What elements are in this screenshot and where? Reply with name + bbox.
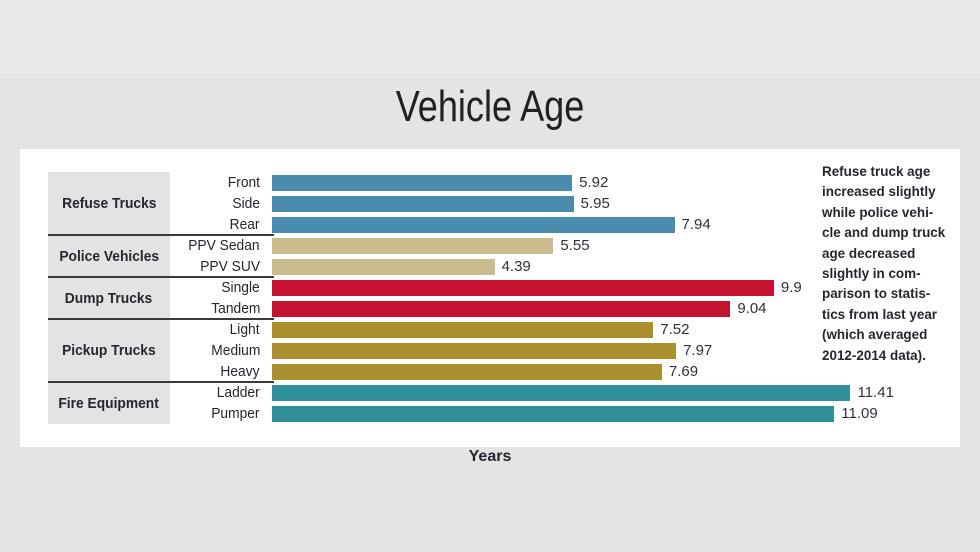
category-group: Pickup Trucks Light 7.52 Medium 7.97 Heavy 7.6… bbox=[48, 319, 894, 383]
side-note: Refuse truck age increased slightly whil… bbox=[822, 163, 946, 363]
bar-row: PPV Sedan 5.55 bbox=[170, 235, 590, 256]
bar-category-label-text: Medium bbox=[210, 342, 260, 359]
group-label: Pickup Trucks bbox=[62, 342, 156, 359]
bar-category-label: Side bbox=[170, 195, 272, 212]
bar-row: Rear 7.94 bbox=[170, 214, 711, 235]
bar-category-label: Ladder bbox=[170, 384, 272, 401]
group-label-box: Pickup Trucks bbox=[48, 319, 170, 382]
bar-row: Ladder 11.41 bbox=[170, 382, 894, 403]
bar bbox=[272, 363, 662, 380]
group-label: Police Vehicles bbox=[59, 247, 159, 265]
bar-row: PPV SUV 4.39 bbox=[170, 256, 590, 277]
bar bbox=[272, 405, 835, 422]
category-group: Police Vehicles PPV Sedan 5.55 PPV SUV 4.39 bbox=[48, 235, 894, 278]
group-label: Refuse Trucks bbox=[61, 195, 157, 212]
bar-row: Light 7.52 bbox=[170, 319, 712, 340]
bar-category-label-text: Side bbox=[232, 195, 260, 212]
bar-category-label: Rear bbox=[170, 216, 272, 233]
value-label: 11.09 bbox=[841, 405, 878, 422]
group-rows: PPV Sedan 5.55 PPV SUV 4.39 bbox=[170, 235, 590, 277]
value-label: 7.94 bbox=[681, 216, 711, 233]
value-label: 5.95 bbox=[580, 195, 610, 212]
bar-category-label: Front bbox=[170, 174, 272, 191]
bar-chart: Refuse Trucks Front 5.92 Side 5.95 Rear 7.94 Po… bbox=[48, 172, 894, 424]
bar-row: Single 9.9 bbox=[170, 277, 802, 298]
bar-category-label-text: Pumper bbox=[211, 405, 260, 422]
bar-category-label: Single bbox=[170, 279, 272, 296]
group-rows: Ladder 11.41 Pumper 11.09 bbox=[170, 382, 894, 424]
category-group: Dump Trucks Single 9.9 Tandem 9.04 bbox=[48, 277, 894, 320]
bar-category-label-text: Ladder bbox=[217, 384, 260, 401]
chart-panel: Refuse Trucks Front 5.92 Side 5.95 Rear 7.94 Po… bbox=[20, 149, 960, 447]
bar bbox=[272, 384, 851, 401]
group-rows: Light 7.52 Medium 7.97 Heavy 7.69 bbox=[170, 319, 712, 382]
group-label-box: Dump Trucks bbox=[48, 277, 170, 319]
bar-category-label: PPV Sedan bbox=[170, 237, 272, 254]
bar-row: Front 5.92 bbox=[170, 172, 711, 193]
value-label: 5.55 bbox=[560, 237, 590, 254]
group-label-box: Fire Equipment bbox=[48, 382, 170, 424]
value-label: 9.04 bbox=[737, 300, 767, 317]
group-label-box: Police Vehicles bbox=[48, 235, 170, 277]
bar-category-label: PPV SUV bbox=[170, 258, 272, 275]
bar bbox=[272, 195, 574, 212]
bar-row: Pumper 11.09 bbox=[170, 403, 894, 424]
value-label: 9.9 bbox=[780, 279, 802, 296]
bar bbox=[272, 216, 675, 233]
bar-category-label-text: Rear bbox=[230, 216, 260, 233]
bar-category-label-text: PPV SUV bbox=[200, 258, 260, 275]
bar-row: Side 5.95 bbox=[170, 193, 711, 214]
value-label: 5.92 bbox=[579, 174, 609, 191]
bar bbox=[272, 237, 554, 254]
bar bbox=[272, 300, 731, 317]
group-label: Fire Equipment bbox=[58, 394, 160, 412]
bar-category-label: Medium bbox=[170, 342, 272, 359]
bar-category-label-text: Tandem bbox=[210, 300, 260, 317]
bar-row: Heavy 7.69 bbox=[170, 361, 712, 382]
group-rows: Front 5.92 Side 5.95 Rear 7.94 bbox=[170, 172, 711, 235]
page-top-band bbox=[0, 0, 980, 78]
bar bbox=[272, 279, 774, 296]
bar-row: Tandem 9.04 bbox=[170, 298, 802, 319]
value-label: 7.69 bbox=[668, 363, 699, 380]
x-axis-label: Years bbox=[468, 448, 512, 465]
value-label: 11.41 bbox=[857, 384, 894, 401]
bar-category-label: Tandem bbox=[170, 300, 272, 317]
bar-category-label-text: Front bbox=[227, 174, 260, 191]
category-group: Refuse Trucks Front 5.92 Side 5.95 Rear 7.94 bbox=[48, 172, 894, 236]
bar-category-label: Light bbox=[170, 321, 272, 338]
bar-category-label-text: Heavy bbox=[220, 363, 260, 380]
chart-title: Vehicle Age bbox=[20, 82, 960, 132]
group-label-box: Refuse Trucks bbox=[48, 172, 170, 235]
value-label: 7.52 bbox=[660, 321, 690, 338]
bar-category-label: Pumper bbox=[170, 405, 272, 422]
bar-category-label: Heavy bbox=[170, 363, 272, 380]
value-label: 7.97 bbox=[683, 342, 713, 359]
value-label: 4.39 bbox=[501, 258, 531, 275]
bar-category-label-text: Single bbox=[221, 279, 260, 296]
bar-category-label-text: Light bbox=[230, 321, 260, 338]
category-group: Fire Equipment Ladder 11.41 Pumper 11.09 bbox=[48, 382, 894, 424]
bar-row: Medium 7.97 bbox=[170, 340, 712, 361]
bar bbox=[272, 342, 677, 359]
bar-category-label-text: PPV Sedan bbox=[188, 237, 260, 254]
group-rows: Single 9.9 Tandem 9.04 bbox=[170, 277, 802, 319]
group-label: Dump Trucks bbox=[65, 289, 153, 307]
chart-title-text: Vehicle Age bbox=[395, 82, 585, 131]
bar bbox=[272, 258, 495, 275]
bar bbox=[272, 174, 573, 191]
bar bbox=[272, 321, 654, 338]
